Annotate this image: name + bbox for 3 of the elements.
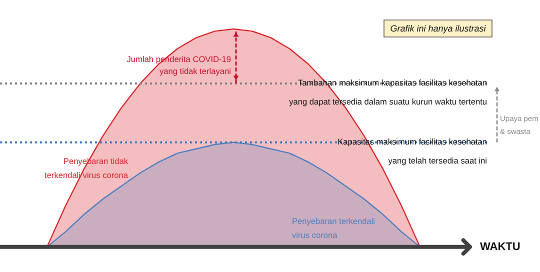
x-axis-title: WAKTU	[480, 240, 520, 253]
series-label: Penyebaran terkendali virus corona	[292, 216, 376, 240]
annotation: Grafik ini hanya ilustrasi	[390, 24, 487, 34]
